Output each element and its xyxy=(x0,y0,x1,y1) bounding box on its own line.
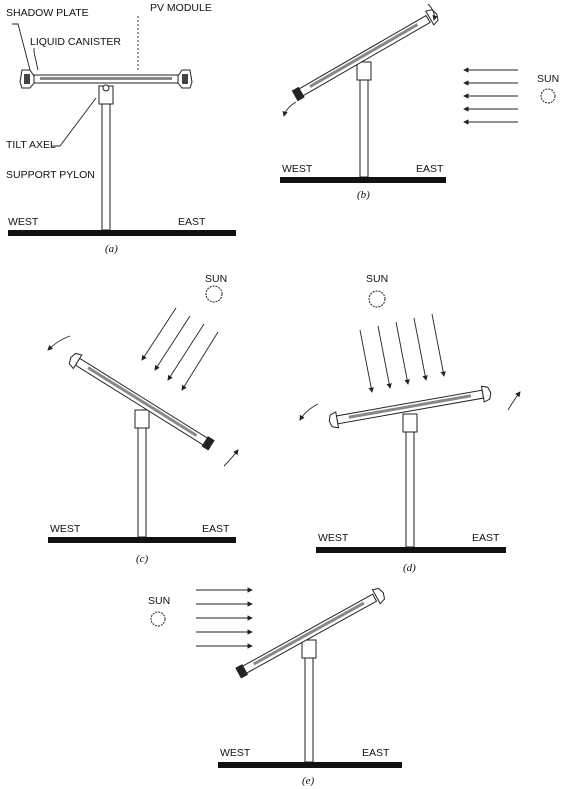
label-tilt-axel: TILT AXEL xyxy=(6,139,56,151)
tracker-assembly-a xyxy=(19,69,193,231)
rotation-arrow-west xyxy=(47,335,71,351)
label-east: EAST xyxy=(472,532,500,544)
panel-e: SUN WEST EAST (e) xyxy=(148,587,402,787)
label-east: EAST xyxy=(416,163,444,175)
tracker-assembly-c xyxy=(68,352,215,538)
pv-cells xyxy=(348,394,472,419)
sun-label-c: SUN xyxy=(205,273,227,285)
label-west: WEST xyxy=(318,532,349,544)
sun-icon xyxy=(205,285,223,303)
label-pv-module: PV MODULE xyxy=(150,2,212,14)
leader-tilt-axel xyxy=(52,97,97,147)
tilt-axel-housing xyxy=(402,413,418,433)
liquid-canister-west xyxy=(291,86,305,102)
pv-module-group xyxy=(291,9,439,102)
panel-d: SUN WEST EAST (d) xyxy=(299,273,521,574)
pv-cells xyxy=(87,366,198,437)
ground-line xyxy=(8,230,236,236)
sun-label-e: SUN xyxy=(148,595,170,607)
shadow-plate-west xyxy=(68,352,83,370)
leader-shadow-plate xyxy=(12,23,31,71)
shadow-plate-east xyxy=(371,587,386,605)
panel-b: SUN WEST EAST (b) xyxy=(280,3,559,201)
liquid-canister-west xyxy=(24,74,30,84)
rotation-arrow-west xyxy=(282,101,297,117)
label-support-pylon: SUPPORT PYLON xyxy=(6,169,95,181)
sun-rays-d xyxy=(359,313,446,393)
sun-label-d: SUN xyxy=(366,273,388,285)
label-east: EAST xyxy=(202,523,230,535)
caption-c: (c) xyxy=(136,553,149,565)
tracker-assembly-e xyxy=(235,587,386,763)
panel-a: SHADOW PLATE LIQUID CANISTER PV MODULE T… xyxy=(6,2,236,255)
label-west: WEST xyxy=(220,747,251,759)
label-east: EAST xyxy=(362,747,390,759)
rotation-arrow-east xyxy=(427,3,438,21)
sun-icon xyxy=(540,88,556,104)
pv-module-group xyxy=(328,385,492,429)
tilt-axel-housing xyxy=(301,639,317,659)
shadow-plate-east xyxy=(480,385,492,403)
caption-d: (d) xyxy=(403,562,416,574)
ground-line xyxy=(218,762,402,768)
sun-label-b: SUN xyxy=(537,73,559,85)
support-pylon xyxy=(405,429,415,548)
support-pylon xyxy=(304,649,314,763)
caption-a: (a) xyxy=(105,243,118,255)
leader-liquid-canister xyxy=(33,48,39,71)
ground-line xyxy=(48,537,236,543)
rotation-arrow-east xyxy=(223,449,239,467)
shadow-plate-west xyxy=(328,411,340,429)
sun-rays-b xyxy=(463,67,518,125)
rotation-arrow-east xyxy=(507,391,521,411)
ground-line xyxy=(280,177,446,183)
label-west: WEST xyxy=(282,163,313,175)
ground-line xyxy=(316,547,506,553)
tilt-axel xyxy=(102,84,110,92)
caption-b: (b) xyxy=(357,189,370,201)
label-west: WEST xyxy=(50,523,81,535)
sun-rays-e xyxy=(196,587,253,649)
tracker-assembly-b xyxy=(291,9,439,178)
rotation-arrow-west xyxy=(299,403,319,421)
pv-module-group xyxy=(68,352,215,451)
liquid-canister-east xyxy=(182,74,188,84)
sun-icon xyxy=(368,290,386,308)
label-shadow-plate: SHADOW PLATE xyxy=(6,7,89,19)
caption-e: (e) xyxy=(302,775,315,787)
label-liquid-canister: LIQUID CANISTER xyxy=(30,36,121,48)
pv-cells xyxy=(309,23,419,88)
pv-cells xyxy=(40,77,172,80)
tilt-axel-housing xyxy=(356,61,372,81)
sun-rays-c xyxy=(141,307,219,391)
sun-icon xyxy=(150,611,166,627)
liquid-canister-west xyxy=(235,664,249,679)
support-pylon xyxy=(137,424,147,538)
label-east: EAST xyxy=(178,216,206,228)
pv-module-group xyxy=(235,587,386,679)
tracker-assembly-d xyxy=(328,385,492,548)
label-west: WEST xyxy=(8,216,39,228)
panel-c: SUN WEST EAST (c) xyxy=(47,273,239,565)
pv-cells xyxy=(252,601,365,666)
support-pylon xyxy=(359,71,369,178)
liquid-canister-east xyxy=(201,436,215,451)
support-pylon xyxy=(101,94,111,231)
tilt-axel-housing xyxy=(134,409,150,429)
